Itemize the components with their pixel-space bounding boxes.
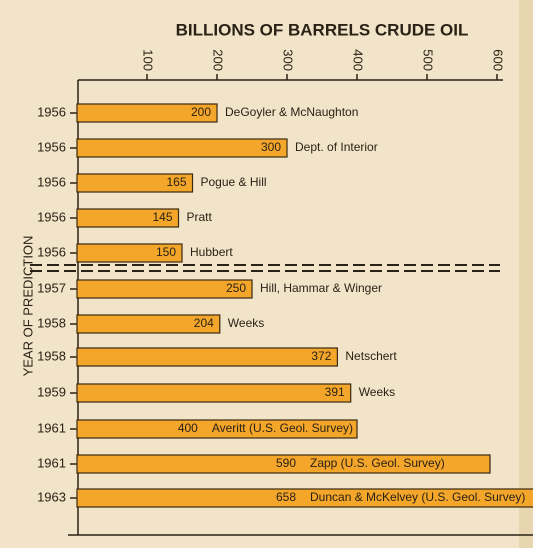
y-tick-label: 1958 (37, 315, 66, 330)
chart-title: BILLIONS OF BARRELS CRUDE OIL (176, 20, 469, 39)
y-tick-label: 1961 (37, 455, 66, 470)
bar (76, 347, 338, 367)
y-tick-label: 1963 (37, 489, 66, 504)
bar-annotation: Duncan & McKelvey (U.S. Geol. Survey) (310, 490, 525, 504)
bar-annotation: Hubbert (190, 245, 233, 259)
bar-annotation: Weeks (359, 385, 395, 399)
bar-annotation: Weeks (228, 316, 264, 330)
value-label: 165 (166, 175, 186, 189)
bar (76, 279, 253, 299)
value-label: 590 (276, 456, 296, 470)
bar (76, 103, 218, 123)
value-label: 145 (152, 210, 172, 224)
bar (76, 419, 358, 439)
x-tick-label: 300 (281, 49, 296, 71)
value-label: 372 (311, 349, 331, 363)
y-tick-label: 1957 (37, 280, 66, 295)
bar-annotation: Pogue & Hill (201, 175, 267, 189)
bar-annotation: Hill, Hammar & Winger (260, 281, 382, 295)
y-tick-label: 1958 (37, 348, 66, 363)
y-tick-label: 1956 (37, 174, 66, 189)
bar-annotation: Averitt (U.S. Geol. Survey) (212, 421, 353, 435)
bar-annotation: Netschert (345, 349, 397, 363)
value-label: 250 (226, 281, 246, 295)
bar (76, 454, 491, 474)
y-tick-label: 1956 (37, 104, 66, 119)
value-label: 400 (178, 421, 198, 435)
value-label: 200 (191, 105, 211, 119)
y-tick-label: 1959 (37, 384, 66, 399)
y-tick-label: 1956 (37, 244, 66, 259)
bar (76, 488, 533, 508)
bar (76, 383, 352, 403)
value-label: 658 (276, 490, 296, 504)
bar (76, 173, 194, 193)
value-label: 150 (156, 245, 176, 259)
x-tick-label: 200 (211, 49, 226, 71)
value-label: 300 (261, 140, 281, 154)
bar-annotation: Pratt (187, 210, 213, 224)
y-axis-label: YEAR OF PREDICTION (20, 236, 35, 377)
y-tick-label: 1961 (37, 420, 66, 435)
bar (76, 138, 288, 158)
divider (30, 264, 500, 272)
value-label: 391 (325, 385, 345, 399)
x-tick-label: 400 (351, 49, 366, 71)
bar-annotation: DeGoyler & McNaughton (225, 105, 358, 119)
bar (76, 208, 180, 228)
x-tick-label: 500 (421, 49, 436, 71)
x-tick-label: 100 (141, 49, 156, 71)
y-tick-label: 1956 (37, 209, 66, 224)
bar-annotation: Dept. of Interior (295, 140, 378, 154)
bar (76, 314, 221, 334)
y-tick-label: 1956 (37, 139, 66, 154)
bar-annotation: Zapp (U.S. Geol. Survey) (310, 456, 445, 470)
value-label: 204 (194, 316, 214, 330)
x-tick-label: 600 (491, 49, 506, 71)
page-edge (519, 0, 533, 548)
bar (76, 243, 183, 263)
